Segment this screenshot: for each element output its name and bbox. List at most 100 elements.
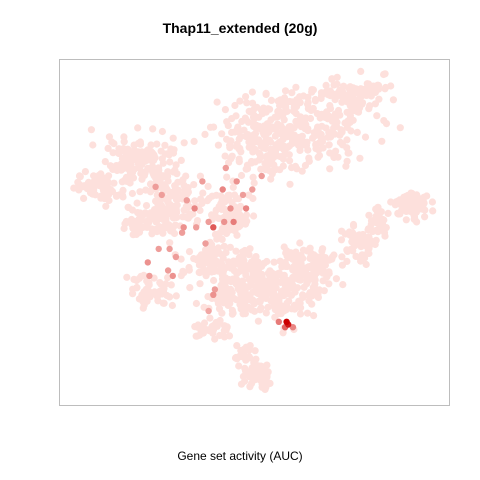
cell-point	[344, 149, 352, 157]
cell-point	[183, 190, 191, 198]
cell-point	[357, 92, 365, 101]
cell-point	[237, 171, 246, 180]
cell-point	[101, 175, 109, 183]
cell-point	[158, 203, 166, 211]
cell-point	[363, 80, 371, 88]
cell-point	[136, 209, 144, 217]
active-cell-point	[211, 286, 219, 293]
cell-point	[421, 206, 429, 214]
cell-point	[288, 164, 296, 172]
cell-point	[361, 133, 370, 141]
cell-point	[319, 277, 327, 285]
cell-point	[210, 123, 218, 131]
active-cell-point	[166, 245, 173, 253]
cell-point	[199, 329, 207, 337]
cell-point	[102, 202, 110, 210]
cell-point	[265, 277, 273, 285]
active-cell-point	[275, 318, 282, 325]
cell-point	[303, 138, 311, 146]
cell-point	[382, 120, 391, 128]
cell-point	[280, 116, 288, 124]
cell-point	[406, 198, 414, 206]
cell-point	[292, 83, 300, 91]
cell-point	[268, 286, 276, 294]
cell-point	[250, 138, 259, 146]
cell-point	[138, 291, 146, 299]
cell-point	[264, 105, 272, 113]
cell-point	[299, 291, 307, 299]
active-cell-point	[242, 205, 250, 212]
cell-point	[140, 271, 148, 279]
cell-point	[245, 143, 253, 151]
cell-point	[303, 309, 312, 317]
cell-point	[357, 67, 365, 75]
cell-point	[207, 266, 215, 274]
cell-point	[309, 86, 317, 94]
cell-point	[254, 258, 262, 266]
cell-point	[389, 96, 397, 104]
active-cell-point	[258, 172, 265, 180]
cell-point	[136, 188, 144, 196]
cell-point	[254, 317, 262, 325]
active-cell-point	[249, 186, 256, 193]
cell-point	[402, 192, 410, 200]
cell-point	[260, 259, 268, 267]
cell-point	[159, 229, 167, 237]
cell-point	[325, 112, 333, 120]
cell-point	[134, 124, 142, 132]
cell-point	[235, 145, 243, 153]
cell-point	[396, 124, 404, 132]
cell-point	[362, 260, 370, 269]
cell-point	[251, 347, 259, 355]
cell-point	[119, 193, 127, 201]
cell-point	[121, 158, 129, 166]
cell-point	[218, 235, 226, 243]
cell-point	[100, 195, 108, 203]
cell-point	[344, 108, 353, 116]
cell-point	[402, 216, 410, 224]
cell-point	[89, 141, 97, 149]
cell-point	[164, 274, 172, 282]
cell-point	[172, 185, 180, 194]
cell-point	[268, 170, 276, 178]
cell-point	[138, 150, 146, 158]
cell-point	[120, 163, 128, 172]
cell-point	[217, 281, 225, 289]
cell-point	[236, 261, 244, 269]
cell-point	[224, 122, 232, 130]
cell-point	[237, 346, 245, 355]
cell-point	[158, 127, 166, 136]
cell-point	[149, 150, 158, 159]
cell-point	[330, 81, 338, 89]
cell-point	[147, 141, 155, 149]
cell-point	[213, 98, 221, 106]
cell-point	[262, 362, 270, 370]
cell-point	[242, 265, 251, 273]
cell-point	[108, 187, 117, 196]
cell-point	[145, 279, 153, 287]
cell-point	[260, 375, 268, 384]
cell-point	[314, 153, 322, 161]
active-cell-point	[210, 224, 217, 231]
cell-point	[142, 186, 150, 194]
cell-point	[221, 106, 229, 114]
cell-point	[173, 170, 181, 178]
cell-point	[264, 303, 272, 311]
cell-point	[343, 136, 351, 144]
cell-point	[298, 167, 306, 175]
cell-point	[420, 193, 428, 201]
chart-title: Thap11_extended (20g)	[162, 20, 318, 36]
cell-point	[233, 342, 241, 350]
cell-point	[245, 353, 253, 361]
cell-point	[313, 110, 321, 118]
cell-point	[269, 296, 277, 305]
cell-point	[242, 93, 250, 101]
cell-point	[343, 257, 351, 265]
cell-point	[238, 117, 246, 126]
cell-point	[192, 299, 200, 308]
cell-point	[326, 102, 334, 110]
cell-point	[291, 305, 299, 313]
active-cell-point	[144, 259, 151, 266]
cell-point	[76, 173, 84, 181]
cell-point	[235, 353, 243, 361]
